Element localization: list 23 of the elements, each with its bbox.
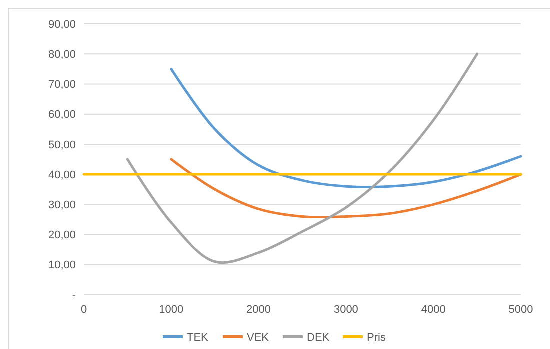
y-tick-label: 10,00 [48, 260, 76, 272]
x-tick-label: 1000 [159, 304, 184, 316]
y-tick-label: - [72, 290, 76, 302]
legend-label: Pris [367, 332, 386, 344]
y-tick-label: 20,00 [48, 230, 76, 242]
legend-label: VEK [247, 332, 270, 344]
y-tick-label: 70,00 [48, 79, 76, 92]
line-series [126, 52, 479, 264]
y-tick-label: 60,00 [48, 109, 76, 122]
x-tick-label: 2000 [246, 304, 272, 316]
line-series [170, 158, 522, 219]
y-tick-label: 90,00 [48, 18, 76, 31]
x-tick-label: 0 [80, 304, 88, 316]
y-tick-label: 30,00 [48, 200, 76, 212]
y-tick-label: 80,00 [48, 48, 76, 61]
y-tick-label: 40,00 [48, 169, 76, 182]
x-tick-label: 4000 [421, 304, 446, 316]
line-series [170, 68, 522, 188]
x-tick-label: 3000 [334, 304, 358, 316]
x-tick-label: 5000 [508, 304, 534, 316]
legend-label: TEK [187, 332, 210, 344]
legend-label: DEK [307, 332, 330, 344]
y-tick-label: 50,00 [48, 139, 76, 152]
